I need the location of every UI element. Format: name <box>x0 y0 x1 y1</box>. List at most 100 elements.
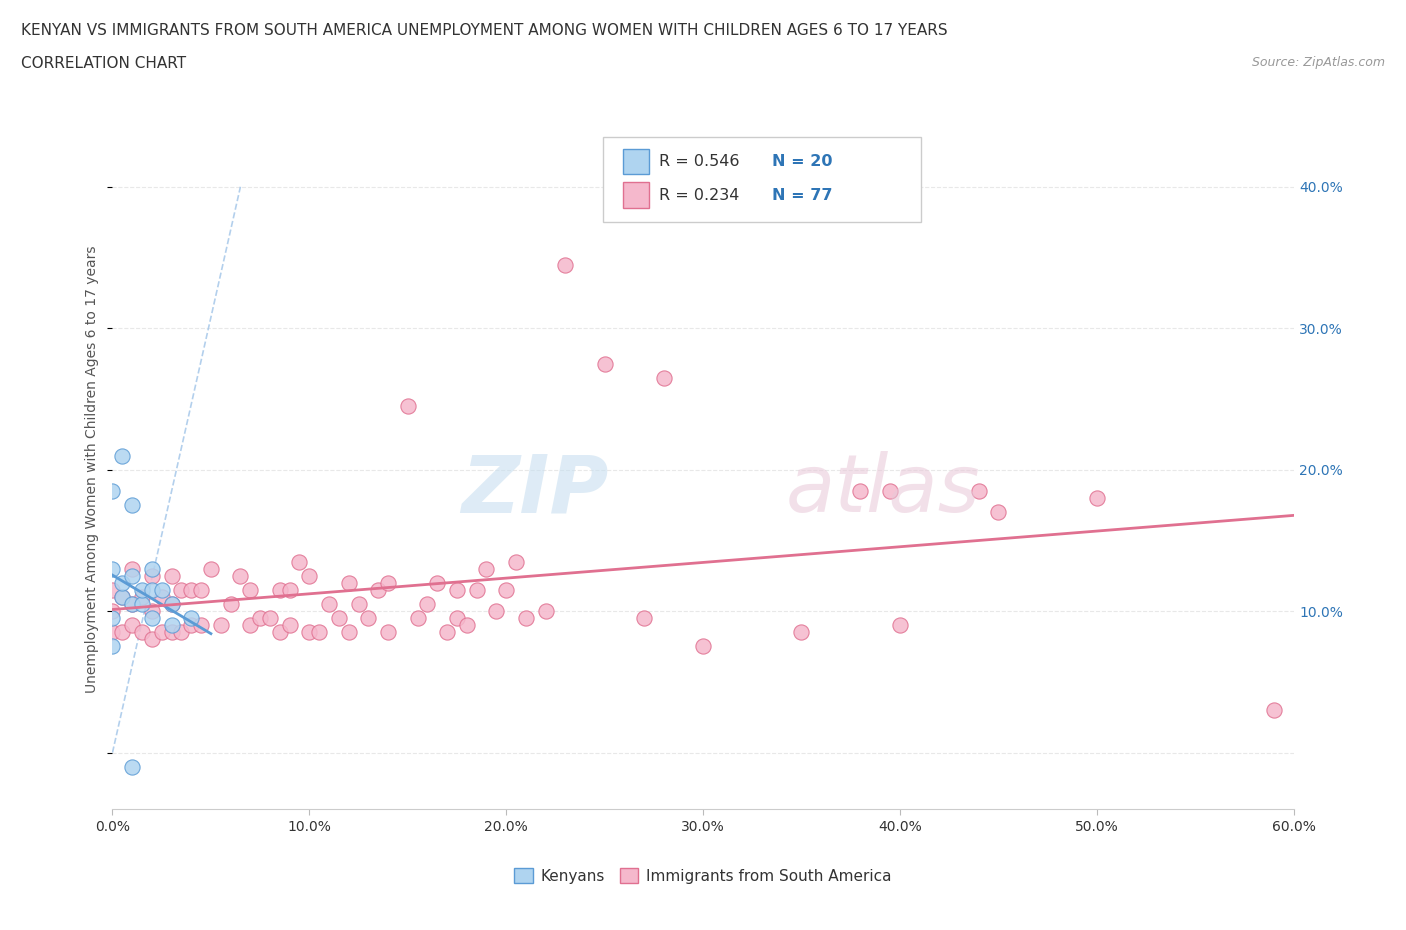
Y-axis label: Unemployment Among Women with Children Ages 6 to 17 years: Unemployment Among Women with Children A… <box>86 246 100 694</box>
Point <box>111 576 134 591</box>
FancyBboxPatch shape <box>623 182 648 208</box>
Point <box>377 576 399 591</box>
Point <box>141 604 163 618</box>
Point <box>131 582 153 597</box>
Point <box>534 604 557 618</box>
Text: atlas: atlas <box>786 451 980 529</box>
Point <box>229 568 252 583</box>
Text: N = 20: N = 20 <box>772 154 832 169</box>
Point <box>101 604 124 618</box>
Point <box>160 596 183 611</box>
Point <box>141 561 163 576</box>
Point <box>101 561 124 576</box>
Text: CORRELATION CHART: CORRELATION CHART <box>21 56 186 71</box>
Point <box>180 611 202 626</box>
Point <box>121 561 143 576</box>
Point <box>170 625 193 640</box>
Point <box>308 625 330 640</box>
Point <box>101 611 124 626</box>
Point <box>554 257 576 272</box>
Point <box>239 582 262 597</box>
Point <box>436 625 458 640</box>
Point <box>269 582 291 597</box>
Point <box>790 625 813 640</box>
Text: Source: ZipAtlas.com: Source: ZipAtlas.com <box>1251 56 1385 69</box>
Point <box>357 611 380 626</box>
Point <box>180 618 202 632</box>
Point <box>160 625 183 640</box>
Point <box>377 625 399 640</box>
Point <box>141 582 163 597</box>
Point <box>1085 490 1108 505</box>
Point <box>131 596 153 611</box>
Point <box>318 596 340 611</box>
FancyBboxPatch shape <box>603 137 921 222</box>
Point <box>337 576 360 591</box>
Point <box>1263 703 1285 718</box>
Point <box>141 632 163 647</box>
Point <box>131 590 153 604</box>
Point <box>101 625 124 640</box>
Text: R = 0.234: R = 0.234 <box>659 188 740 203</box>
Point <box>446 611 468 626</box>
Point <box>967 484 990 498</box>
Point <box>593 356 616 371</box>
Point <box>111 590 134 604</box>
Point <box>505 554 527 569</box>
Point <box>367 582 389 597</box>
Point <box>141 568 163 583</box>
Point <box>121 498 143 512</box>
Point <box>150 582 173 597</box>
Point <box>160 568 183 583</box>
Text: ZIP: ZIP <box>461 451 609 529</box>
Point <box>278 618 301 632</box>
Point <box>101 582 124 597</box>
Point <box>692 639 714 654</box>
Point <box>249 611 271 626</box>
Legend: Kenyans, Immigrants from South America: Kenyans, Immigrants from South America <box>509 861 897 890</box>
Point <box>652 370 675 385</box>
Point <box>347 596 370 611</box>
Text: R = 0.546: R = 0.546 <box>659 154 740 169</box>
Point <box>426 576 449 591</box>
Point <box>239 618 262 632</box>
Point <box>406 611 429 626</box>
Point <box>200 561 222 576</box>
Text: N = 77: N = 77 <box>772 188 832 203</box>
Point <box>889 618 911 632</box>
Point <box>219 596 242 611</box>
Point <box>150 625 173 640</box>
Point <box>396 399 419 414</box>
Point <box>111 625 134 640</box>
Point <box>465 582 488 597</box>
Point <box>328 611 350 626</box>
Point <box>170 582 193 597</box>
Point <box>456 618 478 632</box>
Text: KENYAN VS IMMIGRANTS FROM SOUTH AMERICA UNEMPLOYMENT AMONG WOMEN WITH CHILDREN A: KENYAN VS IMMIGRANTS FROM SOUTH AMERICA … <box>21 23 948 38</box>
Point <box>278 582 301 597</box>
Point <box>515 611 537 626</box>
Point <box>485 604 508 618</box>
Point <box>180 582 202 597</box>
Point <box>475 561 498 576</box>
Point <box>121 568 143 583</box>
Point <box>121 596 143 611</box>
Point <box>190 582 212 597</box>
Point <box>298 625 321 640</box>
Point <box>150 590 173 604</box>
Point <box>416 596 439 611</box>
Point <box>111 590 134 604</box>
Point <box>190 618 212 632</box>
Point <box>141 611 163 626</box>
Point <box>495 582 517 597</box>
Point <box>131 625 153 640</box>
Point <box>879 484 901 498</box>
Point <box>160 618 183 632</box>
Point <box>121 596 143 611</box>
Point <box>337 625 360 640</box>
Point <box>111 448 134 463</box>
FancyBboxPatch shape <box>623 149 648 174</box>
Point <box>209 618 232 632</box>
Point <box>298 568 321 583</box>
Point <box>101 639 124 654</box>
